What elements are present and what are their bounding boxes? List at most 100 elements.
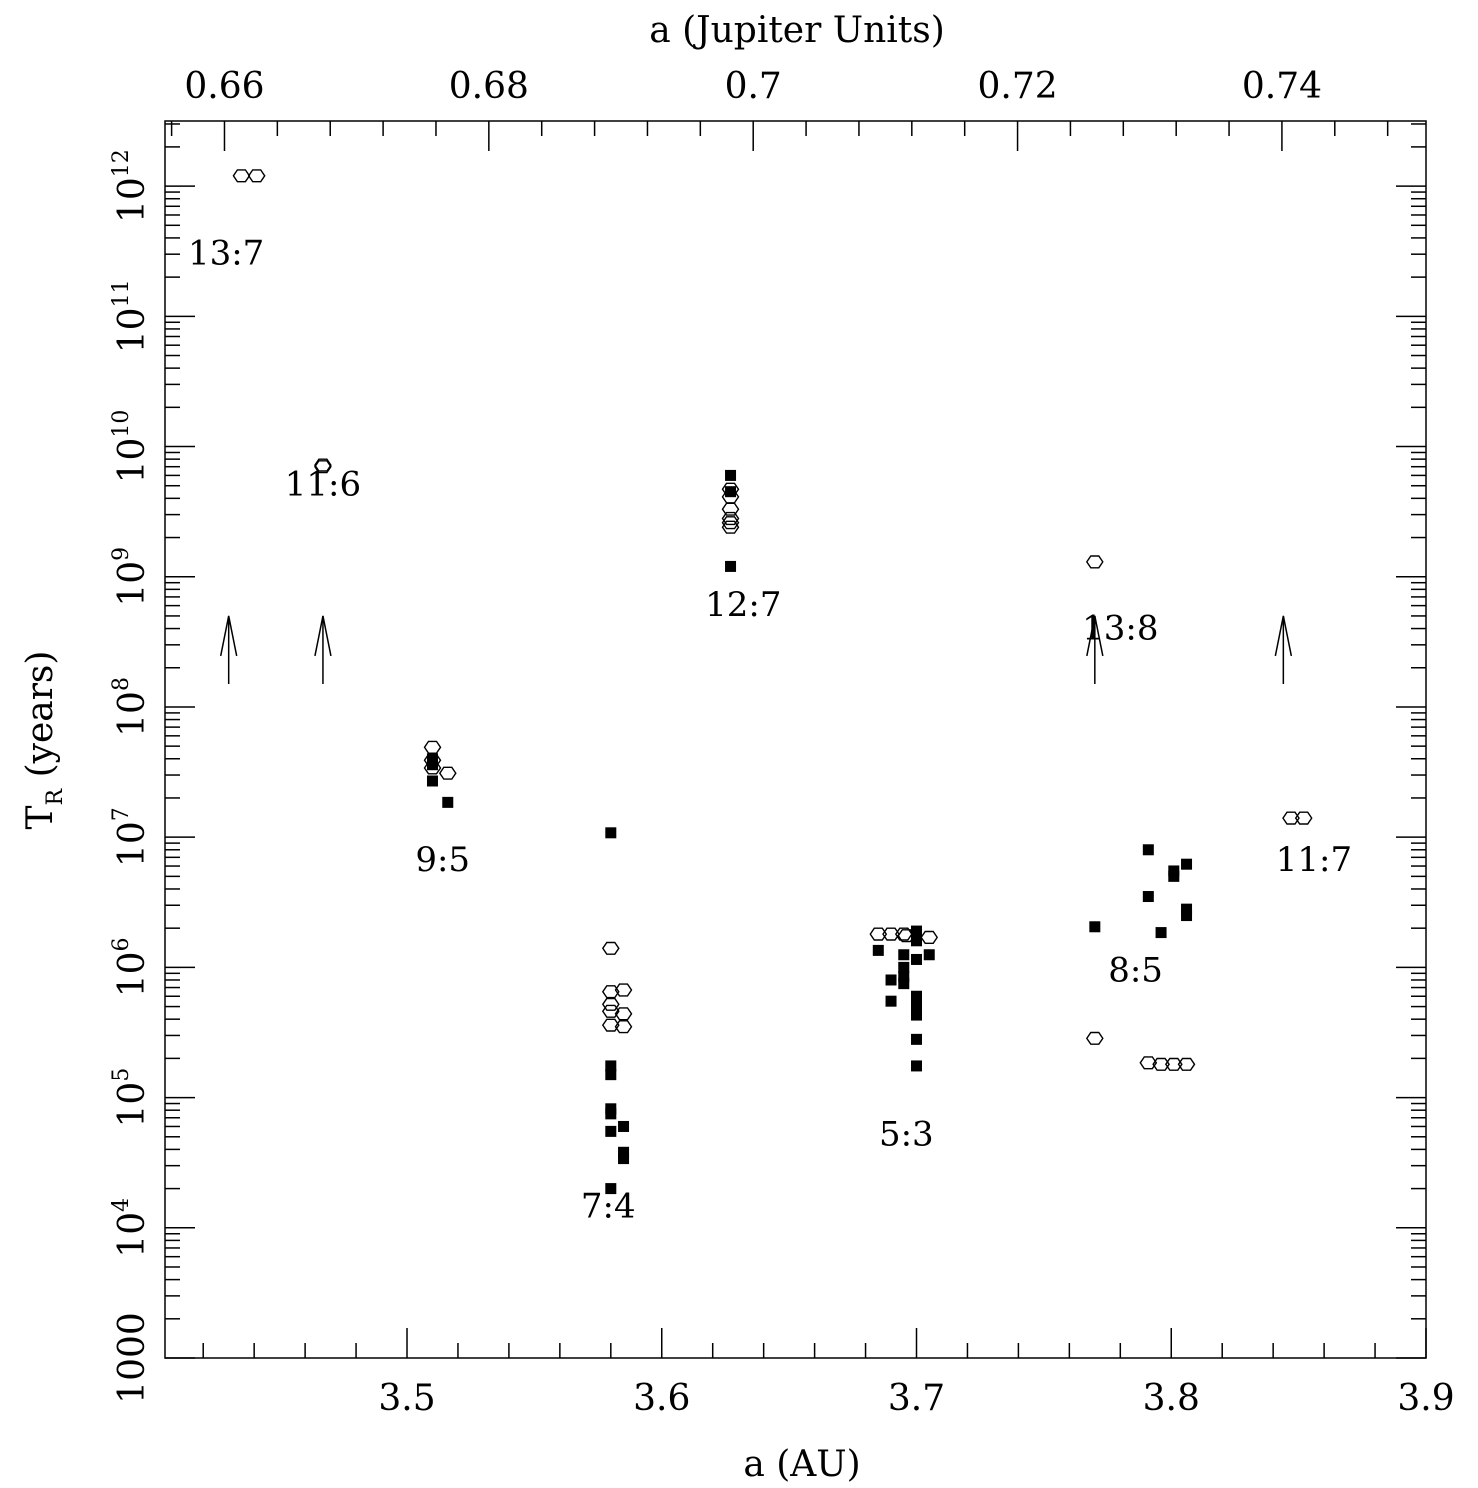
tick-labels: 3.5 3.6 3.7 3.8 3.9 0.66 0.68 0.7 0.72 0.74 1000 10… bbox=[109, 66, 1455, 1419]
filled-square-point bbox=[911, 935, 922, 946]
x-top-tick-label: 0.72 bbox=[977, 66, 1057, 107]
x-axis-title: a (AU) bbox=[743, 1444, 860, 1485]
filled-square-point bbox=[605, 827, 616, 838]
filled-square-point bbox=[898, 949, 909, 960]
filled-square-point bbox=[725, 486, 736, 497]
resonance-arrow bbox=[221, 616, 237, 684]
y-tick-label: 106 bbox=[109, 937, 153, 997]
open-hexagon-point bbox=[1087, 1033, 1103, 1045]
x-tick-label: 3.5 bbox=[378, 1378, 435, 1419]
filled-square-point bbox=[1143, 844, 1154, 855]
filled-square-point bbox=[605, 1126, 616, 1137]
resonance-label: 12:7 bbox=[705, 585, 781, 625]
annotations: 13:7 11:6 12:7 13:8 9:5 7:4 5:3 8:5 11:7 bbox=[188, 233, 1352, 1226]
open-hexagon-point bbox=[233, 170, 249, 182]
resonance-label: 11:7 bbox=[1276, 840, 1352, 880]
filled-square-point bbox=[911, 954, 922, 965]
filled-square-point bbox=[886, 974, 897, 985]
filled-square-point bbox=[911, 991, 922, 1002]
filled-square-point bbox=[725, 561, 736, 572]
open-hexagon-point bbox=[603, 943, 619, 955]
filled-square-point bbox=[1156, 927, 1167, 938]
filled-square-point bbox=[898, 978, 909, 989]
svg-text:107: 107 bbox=[109, 807, 153, 867]
filled-square-point bbox=[886, 996, 897, 1007]
svg-text:1012: 1012 bbox=[109, 149, 153, 223]
svg-text:105: 105 bbox=[109, 1068, 153, 1128]
y-axis-title-subscript: R bbox=[43, 787, 68, 805]
filled-square-point bbox=[618, 1153, 629, 1164]
minor-ticks bbox=[165, 121, 1426, 1358]
x-tick-label: 3.6 bbox=[633, 1378, 690, 1419]
y-tick-label: 1000 bbox=[112, 1312, 153, 1404]
filled-square-point bbox=[911, 926, 922, 937]
resonance-arrow bbox=[315, 616, 331, 684]
resonance-label: 9:5 bbox=[415, 840, 470, 880]
resonance-label: 11:6 bbox=[285, 465, 361, 505]
filled-square-point bbox=[1143, 891, 1154, 902]
filled-square-point bbox=[605, 1069, 616, 1080]
x-tick-label: 3.7 bbox=[888, 1378, 945, 1419]
x-top-tick-label: 0.68 bbox=[449, 66, 529, 107]
open-hexagon-point bbox=[425, 741, 441, 753]
y-axis-title-main: T bbox=[20, 805, 61, 829]
y-tick-label: 105 bbox=[109, 1068, 153, 1128]
open-hexagon-point bbox=[723, 503, 739, 515]
filled-square-point bbox=[1089, 921, 1100, 932]
y-tick-label: 107 bbox=[109, 807, 153, 867]
open-hexagon-point bbox=[1179, 1059, 1195, 1071]
svg-text:TR (years): TR (years) bbox=[20, 651, 68, 830]
open-hexagon-point bbox=[440, 767, 456, 779]
svg-text:104: 104 bbox=[109, 1198, 153, 1258]
y-tick-label: 104 bbox=[109, 1198, 153, 1258]
resonance-label: 7:4 bbox=[581, 1186, 636, 1226]
open-hexagon-point bbox=[1283, 812, 1299, 824]
resonance-label: 13:7 bbox=[188, 233, 264, 273]
x-tick-label: 3.9 bbox=[1397, 1378, 1454, 1419]
resonance-label: 5:3 bbox=[879, 1114, 934, 1154]
y-axis-title-unit: (years) bbox=[20, 651, 61, 778]
filled-square-point bbox=[442, 797, 453, 808]
filled-square-point bbox=[1168, 871, 1179, 882]
filled-square-point bbox=[911, 1010, 922, 1021]
resonance-label: 8:5 bbox=[1108, 950, 1163, 990]
filled-square-point bbox=[911, 1060, 922, 1071]
svg-text:1011: 1011 bbox=[109, 279, 153, 353]
y-tick-label: 1012 bbox=[109, 149, 153, 223]
open-hexagon-point bbox=[1087, 556, 1103, 568]
x-top-tick-label: 0.74 bbox=[1242, 66, 1322, 107]
filled-square-point bbox=[1181, 859, 1192, 870]
filled-square-point bbox=[605, 1108, 616, 1119]
markers bbox=[233, 170, 1311, 1194]
y-tick-label: 1010 bbox=[109, 410, 153, 484]
svg-text:1000: 1000 bbox=[112, 1312, 153, 1404]
open-hexagon-point bbox=[249, 170, 265, 182]
open-hexagon-point bbox=[1166, 1059, 1182, 1071]
y-tick-label: 109 bbox=[109, 547, 153, 607]
filled-square-point bbox=[725, 470, 736, 481]
y-tick-label: 108 bbox=[109, 677, 153, 737]
x-top-axis-title: a (Jupiter Units) bbox=[649, 10, 945, 51]
open-hexagon-point bbox=[870, 928, 886, 940]
x-top-tick-label: 0.66 bbox=[184, 66, 264, 107]
major-ticks bbox=[165, 121, 1426, 1358]
svg-text:108: 108 bbox=[109, 677, 153, 737]
filled-square-point bbox=[1181, 910, 1192, 921]
resonance-label: 13:8 bbox=[1082, 608, 1158, 648]
svg-text:109: 109 bbox=[109, 547, 153, 607]
filled-square-point bbox=[873, 945, 884, 956]
filled-square-point bbox=[427, 775, 438, 786]
resonance-arrow bbox=[1275, 616, 1291, 684]
y-axis-title: TR (years) bbox=[20, 651, 68, 830]
x-tick-label: 3.8 bbox=[1143, 1378, 1200, 1419]
svg-text:1010: 1010 bbox=[109, 410, 153, 484]
open-hexagon-point bbox=[921, 932, 937, 944]
y-tick-label: 1011 bbox=[109, 279, 153, 353]
filled-square-point bbox=[427, 759, 438, 770]
filled-square-point bbox=[618, 1121, 629, 1132]
open-hexagon-point bbox=[1296, 812, 1312, 824]
x-top-tick-label: 0.7 bbox=[725, 66, 782, 107]
filled-square-point bbox=[911, 1034, 922, 1045]
svg-text:106: 106 bbox=[109, 937, 153, 997]
